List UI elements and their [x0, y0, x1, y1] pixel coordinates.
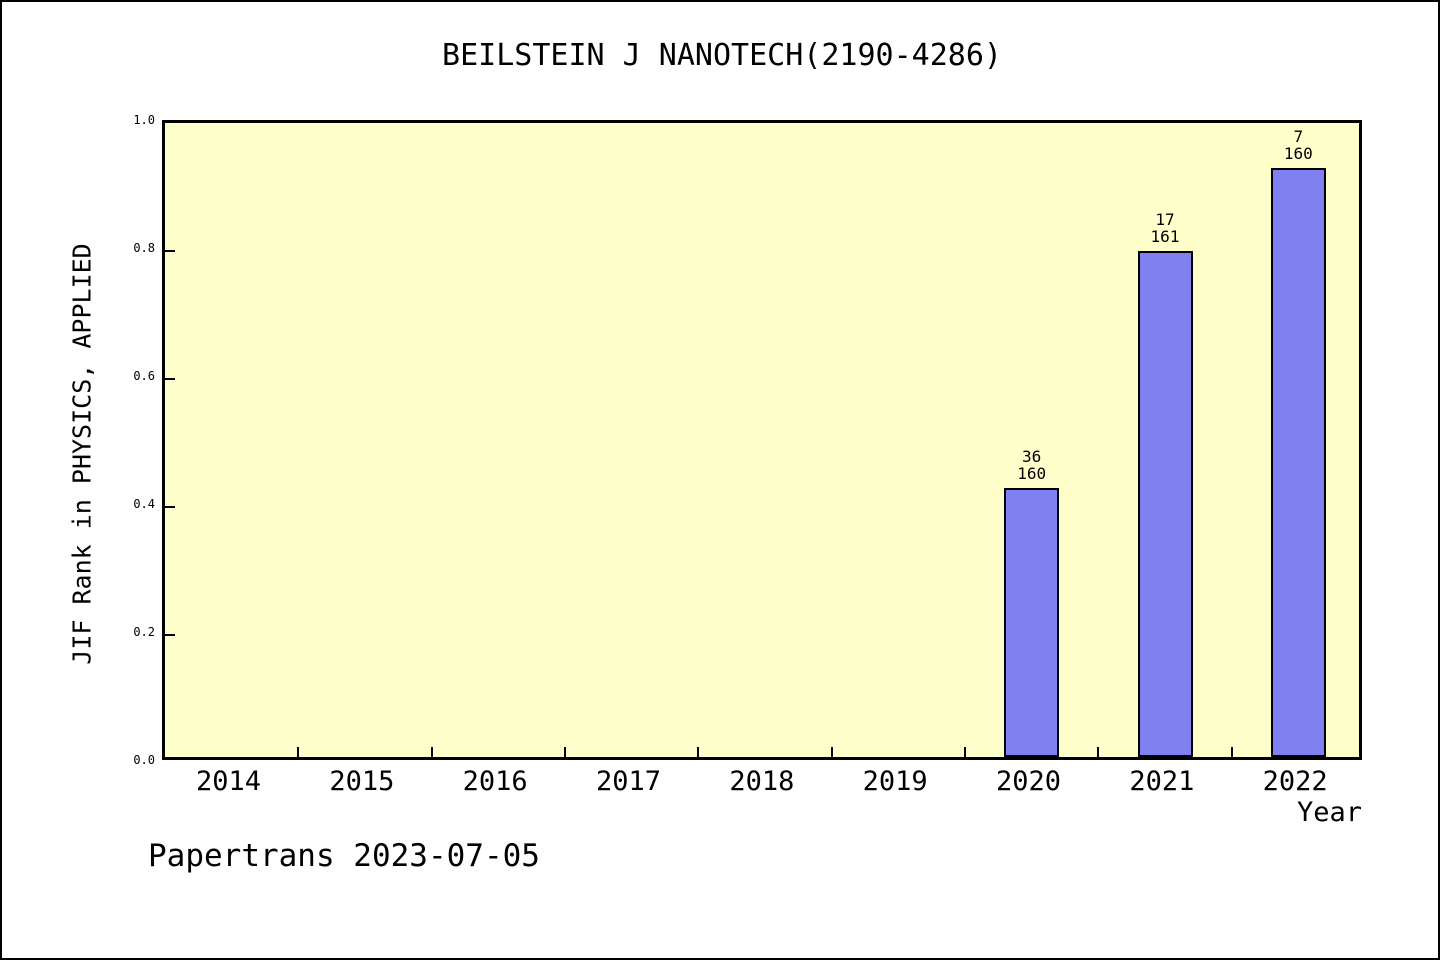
y-axis-tick-label: 0.4 — [133, 497, 155, 511]
x-axis-tick-mark — [1097, 747, 1100, 757]
bar-rank-value: 36 — [1022, 447, 1042, 466]
bar-value-label: 36 160 — [972, 448, 1092, 482]
bar-total-value: 160 — [1283, 144, 1313, 163]
y-axis-tick-mark — [165, 378, 175, 380]
plot-area: 36 160 17 161 7 160 — [162, 120, 1362, 760]
bar-value-label: 17 161 — [1105, 211, 1225, 245]
x-axis-tick-mark — [830, 747, 833, 757]
x-axis-tick-mark — [964, 747, 966, 757]
x-axis-tick-label: 2021 — [1129, 766, 1195, 797]
x-axis-tick-label: 2020 — [995, 766, 1062, 797]
x-axis-tick-label: 2015 — [329, 766, 395, 797]
x-axis-tick-mark — [297, 747, 300, 757]
x-axis-tick-label: 2018 — [729, 766, 795, 797]
x-axis-tick-label: 2017 — [595, 766, 662, 797]
x-axis-tick-mark — [697, 747, 700, 757]
y-axis-tick-label: 0.0 — [133, 753, 155, 767]
x-axis-tick-label: 2016 — [462, 766, 528, 797]
footer-watermark: Papertrans 2023-07-05 — [148, 838, 540, 874]
x-axis-title: Year — [1296, 797, 1362, 828]
bar-2022 — [1270, 168, 1326, 757]
x-axis-tick-label: 2014 — [195, 766, 262, 797]
x-axis-tick-label: 2019 — [862, 766, 928, 797]
y-axis-tick-mark — [165, 250, 175, 252]
y-axis-title: JIF Rank in PHYSICS, APPLIED — [67, 243, 97, 665]
y-axis-tick-label: 0.8 — [133, 241, 155, 255]
bar-2020 — [1004, 488, 1060, 757]
bar-rank-value: 7 — [1293, 127, 1304, 146]
x-axis-tick-mark — [430, 747, 433, 757]
y-axis-tick-mark — [165, 634, 175, 636]
bar-2021 — [1137, 251, 1193, 757]
chart-title: BEILSTEIN J NANOTECH(2190-4286) — [442, 38, 1002, 73]
bar-total-value: 161 — [1150, 227, 1180, 246]
x-axis-tick-mark — [564, 747, 566, 757]
y-axis-tick-label: 0.2 — [133, 625, 155, 639]
y-axis-tick-mark — [165, 506, 175, 508]
bar-rank-value: 17 — [1155, 210, 1175, 229]
y-axis-tick-label: 1.0 — [133, 113, 155, 127]
y-axis-tick-label: 0.6 — [133, 369, 155, 383]
bar-value-label: 7 160 — [1238, 128, 1358, 162]
bar-total-value: 160 — [1017, 464, 1047, 483]
x-axis-tick-label: 2022 — [1262, 766, 1328, 797]
x-axis-tick-mark — [1230, 747, 1233, 757]
